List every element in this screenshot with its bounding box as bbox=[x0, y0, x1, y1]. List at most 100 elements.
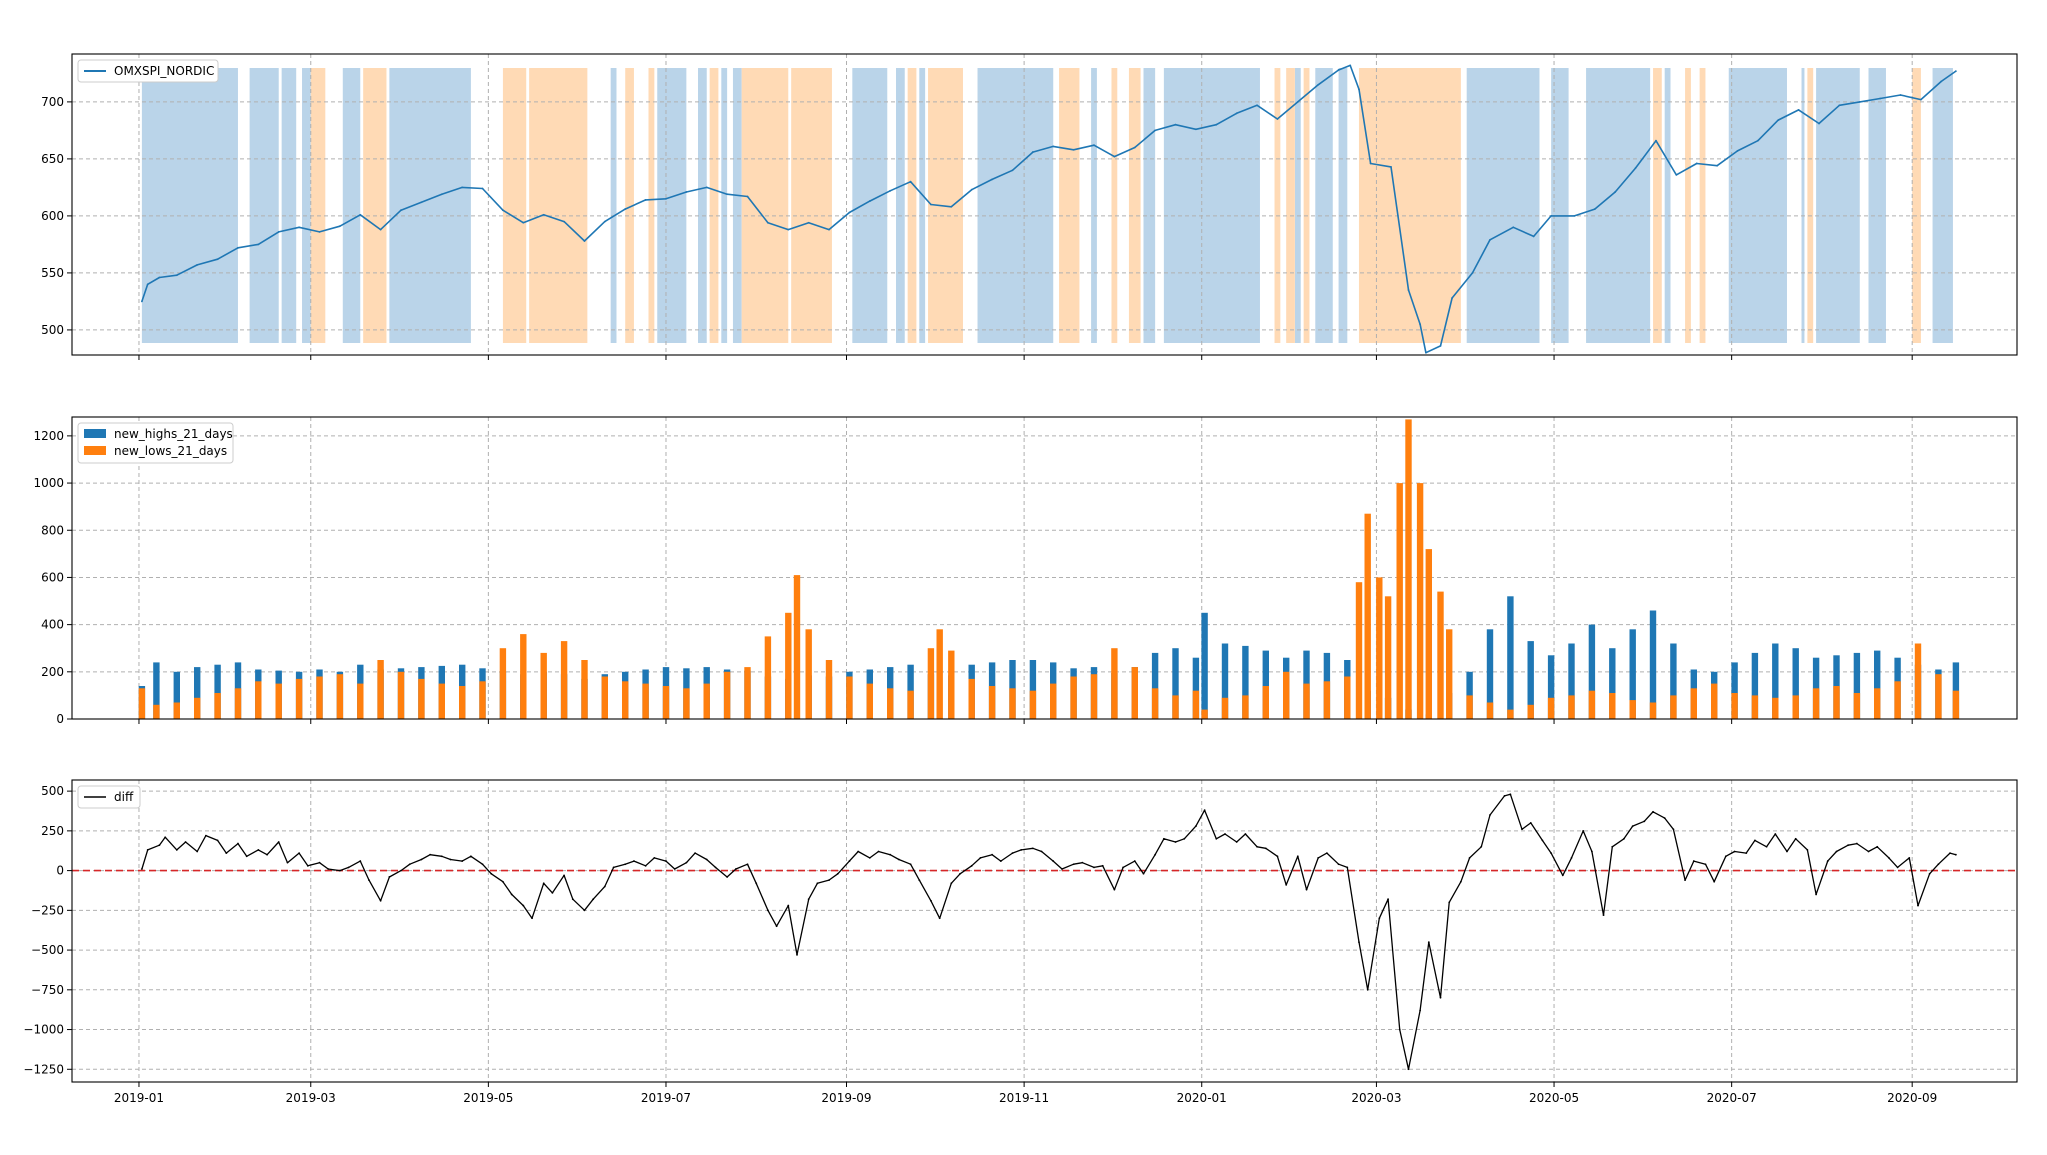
point-OMXSPI_NORDIC-49 bbox=[1113, 155, 1116, 158]
bar-new_highs_21_days-70 bbox=[1547, 655, 1555, 719]
bar-new_highs_21_days-50 bbox=[1151, 652, 1159, 719]
point-diff-140 bbox=[1561, 874, 1564, 877]
bar-new_lows_21_days-43 bbox=[968, 678, 975, 719]
point-OMXSPI_NORDIC-77 bbox=[1614, 191, 1617, 193]
point-diff-177 bbox=[1937, 863, 1940, 866]
bar-new_highs_21_days-82 bbox=[1792, 648, 1799, 719]
point-OMXSPI_NORDIC-86 bbox=[1797, 108, 1800, 111]
bar-new_highs_21_days-1 bbox=[153, 662, 160, 719]
legend-label-diff: diff bbox=[114, 790, 134, 804]
point-OMXSPI_NORDIC-57 bbox=[1276, 118, 1279, 120]
point-diff-85 bbox=[999, 860, 1002, 862]
diff-legend: diff bbox=[77, 785, 141, 809]
bar-new_lows_21_days-84 bbox=[1690, 688, 1697, 719]
bar-new_lows_21_days-27 bbox=[683, 688, 690, 719]
point-diff-91 bbox=[1061, 868, 1063, 870]
point-OMXSPI_NORDIC-87 bbox=[1818, 122, 1820, 125]
point-OMXSPI_NORDIC-33 bbox=[787, 228, 790, 231]
bar-new_lows_21_days-5 bbox=[234, 688, 242, 719]
point-OMXSPI_NORDIC-52 bbox=[1174, 123, 1177, 126]
point-OMXSPI_NORDIC-25 bbox=[624, 208, 627, 210]
point-OMXSPI_NORDIC-10 bbox=[318, 230, 321, 233]
point-OMXSPI_NORDIC-54 bbox=[1215, 123, 1218, 126]
y-tick-label--1000: −1000 bbox=[23, 1023, 64, 1037]
point-OMXSPI_NORDIC-5 bbox=[216, 258, 219, 261]
point-diff-87 bbox=[1020, 849, 1023, 851]
point-OMXSPI_NORDIC-31 bbox=[746, 195, 749, 198]
band-orange-9 bbox=[907, 68, 917, 343]
point-OMXSPI_NORDIC-46 bbox=[1052, 145, 1055, 148]
point-OMXSPI_NORDIC-14 bbox=[400, 209, 402, 212]
point-diff-147 bbox=[1631, 825, 1634, 827]
point-diff-27 bbox=[408, 863, 411, 866]
point-diff-169 bbox=[1855, 842, 1858, 845]
point-diff-20 bbox=[338, 869, 341, 872]
x-tick-label-2019-05: 2019-05 bbox=[463, 1091, 513, 1105]
point-OMXSPI_NORDIC-47 bbox=[1072, 148, 1075, 151]
point-OMXSPI_NORDIC-32 bbox=[766, 221, 769, 224]
bar-new_highs_21_days-3 bbox=[194, 667, 201, 719]
point-diff-121 bbox=[1366, 988, 1369, 991]
point-diff-22 bbox=[359, 860, 362, 862]
point-OMXSPI_NORDIC-80 bbox=[1675, 173, 1678, 176]
point-diff-117 bbox=[1326, 852, 1328, 855]
point-diff-134 bbox=[1503, 794, 1506, 797]
band-blue-5 bbox=[389, 68, 471, 343]
bar-new_lows_21_days-83 bbox=[1670, 695, 1677, 719]
bar-new_highs_21_days-53 bbox=[1201, 612, 1208, 719]
bar-new_lows_21_days-61 bbox=[1323, 681, 1331, 720]
bar-new_highs_21_days-76 bbox=[1670, 643, 1677, 719]
band-orange-14 bbox=[1274, 68, 1281, 343]
point-diff-119 bbox=[1346, 866, 1349, 869]
band-blue-16 bbox=[1143, 68, 1156, 343]
bar-new_lows_21_days-54 bbox=[1192, 690, 1200, 719]
point-diff-77 bbox=[918, 879, 921, 882]
bar-new_lows_21_days-26 bbox=[662, 686, 670, 719]
band-blue-13 bbox=[919, 68, 926, 343]
point-OMXSPI_NORDIC-81 bbox=[1695, 162, 1698, 165]
bar-new_lows_21_days-97 bbox=[1952, 690, 1960, 719]
bar-new_lows_21_days-52 bbox=[1151, 688, 1159, 719]
bar-new_lows_21_days-42 bbox=[948, 650, 955, 719]
y-tick-label-500: 500 bbox=[41, 784, 64, 798]
point-diff-149 bbox=[1652, 810, 1654, 813]
band-orange-0 bbox=[310, 68, 326, 343]
point-OMXSPI_NORDIC-58 bbox=[1296, 100, 1299, 103]
point-OMXSPI_NORDIC-29 bbox=[705, 186, 708, 189]
highs-lows-bars bbox=[138, 419, 1960, 720]
bar-new_lows_21_days-48 bbox=[1070, 676, 1077, 719]
y-tick-label--1250: −1250 bbox=[23, 1062, 64, 1076]
price-panel: 500 550 600 650 700 OMXSPI_NORDIC bbox=[41, 53, 2018, 360]
point-diff-79 bbox=[938, 917, 941, 920]
point-diff-47 bbox=[612, 866, 615, 869]
point-diff-42 bbox=[563, 874, 565, 877]
point-OMXSPI_NORDIC-26 bbox=[644, 199, 647, 201]
point-OMXSPI_NORDIC-45 bbox=[1031, 151, 1034, 153]
point-diff-56 bbox=[705, 858, 708, 861]
regime-bands bbox=[141, 68, 1953, 343]
point-diff-102 bbox=[1174, 841, 1177, 843]
bar-new_lows_21_days-31 bbox=[764, 636, 772, 719]
x-tick-label-2020-05: 2020-05 bbox=[1529, 1091, 1579, 1105]
point-diff-133 bbox=[1489, 814, 1491, 816]
bar-new_lows_21_days-34 bbox=[805, 629, 812, 719]
bar-new_highs_21_days-44 bbox=[1029, 660, 1037, 719]
point-diff-46 bbox=[603, 885, 606, 888]
point-diff-8 bbox=[216, 839, 219, 842]
bar-new_lows_21_days-25 bbox=[642, 683, 649, 719]
point-OMXSPI_NORDIC-42 bbox=[970, 188, 973, 191]
bar-new_lows_21_days-38 bbox=[887, 688, 894, 719]
legend-label-new-highs: new_highs_21_days bbox=[114, 427, 233, 441]
point-diff-148 bbox=[1643, 820, 1646, 823]
point-OMXSPI_NORDIC-88 bbox=[1838, 104, 1841, 107]
bar-new_lows_21_days-66 bbox=[1384, 596, 1392, 719]
point-OMXSPI_NORDIC-21 bbox=[542, 213, 545, 216]
band-orange-3 bbox=[529, 68, 588, 343]
bar-new_lows_21_days-94 bbox=[1894, 681, 1901, 720]
point-OMXSPI_NORDIC-6 bbox=[237, 246, 239, 249]
bar-new_lows_21_days-88 bbox=[1772, 697, 1779, 719]
bar-new_lows_21_days-20 bbox=[540, 652, 547, 719]
point-OMXSPI_NORDIC-15 bbox=[420, 201, 423, 204]
point-diff-89 bbox=[1040, 850, 1043, 853]
point-diff-106 bbox=[1215, 837, 1218, 840]
